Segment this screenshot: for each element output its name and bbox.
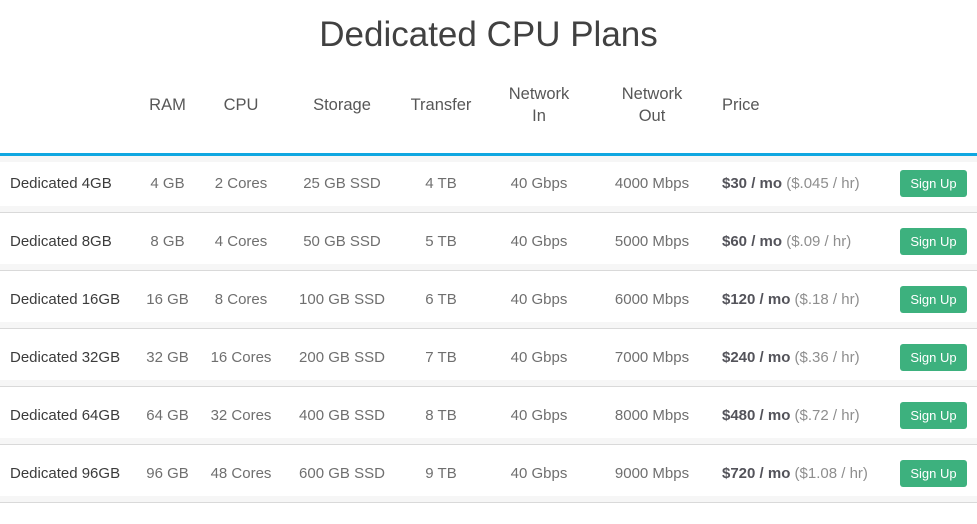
signup-cell: Sign Up — [890, 444, 977, 503]
column-header-label: Transfer — [410, 96, 472, 115]
table-row: Dedicated 32GB 32 GB 16 Cores 200 GB SSD… — [0, 328, 977, 387]
column-header-cpu: CPU — [200, 58, 282, 156]
column-header-plan — [0, 58, 135, 156]
sign-up-button[interactable]: Sign Up — [900, 459, 967, 487]
storage-value: 200 GB SSD — [282, 328, 402, 387]
storage-value: 25 GB SSD — [282, 154, 402, 213]
price-monthly: $720 / mo — [722, 464, 791, 482]
network-in-value: 40 Gbps — [480, 328, 598, 387]
cpu-value: 2 Cores — [200, 154, 282, 213]
ram-value: 96 GB — [135, 444, 200, 503]
network-out-value: 6000 Mbps — [598, 270, 706, 329]
ram-value: 16 GB — [135, 270, 200, 329]
transfer-value: 7 TB — [402, 328, 480, 387]
column-header-label: RAM — [149, 96, 186, 115]
column-header-price: Price — [706, 58, 890, 156]
cpu-value: 16 Cores — [200, 328, 282, 387]
network-in-value: 40 Gbps — [480, 444, 598, 503]
transfer-value: 5 TB — [402, 212, 480, 271]
network-in-value: 40 Gbps — [480, 386, 598, 445]
column-header-storage: Storage — [282, 58, 402, 156]
signup-cell: Sign Up — [890, 386, 977, 445]
plan-name: Dedicated 96GB — [0, 444, 135, 503]
network-out-value: 5000 Mbps — [598, 212, 706, 271]
network-out-value: 9000 Mbps — [598, 444, 706, 503]
transfer-value: 9 TB — [402, 444, 480, 503]
table-header-row: RAM CPU Storage Transfer Network In Netw… — [0, 58, 977, 156]
ram-value: 4 GB — [135, 154, 200, 213]
sign-up-button[interactable]: Sign Up — [900, 170, 967, 197]
transfer-value: 6 TB — [402, 270, 480, 329]
price-value: $60 / mo ($.09 / hr) — [706, 212, 890, 271]
price-monthly: $480 / mo — [722, 406, 791, 424]
cpu-value: 32 Cores — [200, 386, 282, 445]
column-header-label: Price — [722, 96, 760, 115]
cpu-value: 48 Cores — [200, 444, 282, 503]
price-value: $30 / mo ($.045 / hr) — [706, 154, 890, 213]
storage-value: 400 GB SSD — [282, 386, 402, 445]
sign-up-button[interactable]: Sign Up — [900, 401, 967, 429]
column-header-network-out: Network Out — [598, 58, 706, 156]
sign-up-button[interactable]: Sign Up — [900, 343, 967, 371]
network-in-value: 40 Gbps — [480, 154, 598, 213]
price-monthly: $120 / mo — [722, 290, 791, 308]
sign-up-button[interactable]: Sign Up — [900, 227, 967, 255]
price-value: $720 / mo ($1.08 / hr) — [706, 444, 890, 503]
table-row: Dedicated 96GB 96 GB 48 Cores 600 GB SSD… — [0, 444, 977, 503]
price-hourly: ($1.08 / hr) — [794, 464, 868, 482]
price-hourly: ($.045 / hr) — [786, 175, 860, 192]
plans-table: RAM CPU Storage Transfer Network In Netw… — [0, 58, 977, 503]
price-monthly: $240 / mo — [722, 348, 791, 366]
table-row: Dedicated 64GB 64 GB 32 Cores 400 GB SSD… — [0, 386, 977, 445]
price-monthly: $60 / mo — [722, 232, 783, 250]
price-hourly: ($.36 / hr) — [794, 348, 860, 366]
price-monthly: $30 / mo — [722, 175, 783, 192]
price-hourly: ($.72 / hr) — [794, 406, 860, 424]
price-value: $240 / mo ($.36 / hr) — [706, 328, 890, 387]
table-row: Dedicated 8GB 8 GB 4 Cores 50 GB SSD 5 T… — [0, 212, 977, 271]
signup-cell: Sign Up — [890, 212, 977, 271]
column-header-label: CPU — [223, 96, 259, 115]
network-in-value: 40 Gbps — [480, 270, 598, 329]
plan-name: Dedicated 64GB — [0, 386, 135, 445]
column-header-ram: RAM — [135, 58, 200, 156]
ram-value: 64 GB — [135, 386, 200, 445]
transfer-value: 8 TB — [402, 386, 480, 445]
sign-up-button[interactable]: Sign Up — [900, 285, 967, 313]
price-value: $480 / mo ($.72 / hr) — [706, 386, 890, 445]
signup-cell: Sign Up — [890, 270, 977, 329]
plan-name: Dedicated 8GB — [0, 212, 135, 271]
signup-cell: Sign Up — [890, 154, 977, 213]
transfer-value: 4 TB — [402, 154, 480, 213]
plan-name: Dedicated 4GB — [0, 154, 135, 213]
ram-value: 32 GB — [135, 328, 200, 387]
plan-name: Dedicated 32GB — [0, 328, 135, 387]
network-out-value: 7000 Mbps — [598, 328, 706, 387]
storage-value: 50 GB SSD — [282, 212, 402, 271]
network-out-value: 8000 Mbps — [598, 386, 706, 445]
column-header-signup — [890, 58, 977, 156]
storage-value: 100 GB SSD — [282, 270, 402, 329]
price-hourly: ($.09 / hr) — [786, 232, 852, 250]
price-value: $120 / mo ($.18 / hr) — [706, 270, 890, 329]
table-row: Dedicated 16GB 16 GB 8 Cores 100 GB SSD … — [0, 270, 977, 329]
table-row: Dedicated 4GB 4 GB 2 Cores 25 GB SSD 4 T… — [0, 154, 977, 213]
cpu-value: 8 Cores — [200, 270, 282, 329]
column-header-label: Network Out — [621, 84, 683, 126]
price-hourly: ($.18 / hr) — [794, 290, 860, 308]
signup-cell: Sign Up — [890, 328, 977, 387]
column-header-transfer: Transfer — [402, 58, 480, 156]
network-out-value: 4000 Mbps — [598, 154, 706, 213]
network-in-value: 40 Gbps — [480, 212, 598, 271]
column-header-label: Network In — [508, 84, 570, 126]
column-header-network-in: Network In — [480, 58, 598, 156]
column-header-label: Storage — [313, 96, 371, 115]
ram-value: 8 GB — [135, 212, 200, 271]
plan-name: Dedicated 16GB — [0, 270, 135, 329]
page-title: Dedicated CPU Plans — [319, 15, 658, 54]
storage-value: 600 GB SSD — [282, 444, 402, 503]
cpu-value: 4 Cores — [200, 212, 282, 271]
